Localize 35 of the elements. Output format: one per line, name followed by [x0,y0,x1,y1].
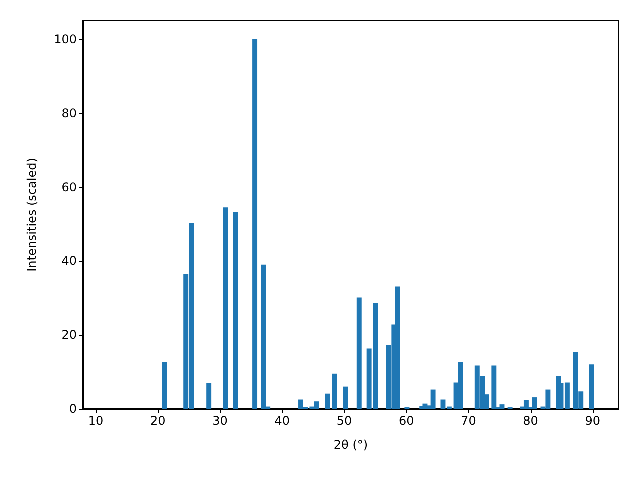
bar [430,390,436,409]
bar [223,208,228,409]
bar [332,374,338,409]
bar [589,364,594,409]
y-tick-label: 20 [62,328,77,342]
x-tick-label: 80 [523,414,538,428]
y-tick-label: 100 [54,32,77,46]
x-tick-label: 40 [274,414,290,428]
x-tick-label: 10 [88,414,104,428]
y-tick-label: 40 [62,254,77,268]
bar [356,298,362,409]
bar [343,386,348,409]
x-tick-label: 90 [585,414,601,428]
y-tick-label: 60 [62,180,77,194]
bar [162,362,168,409]
y-tick-label: 80 [62,106,77,120]
x-tick-label: 60 [398,414,414,428]
bar [500,404,505,409]
bar [458,362,464,409]
bar [492,366,497,409]
bar [206,383,212,409]
bar [325,394,330,409]
bar [261,264,266,409]
bar [524,400,529,409]
bar [422,404,428,409]
x-tick-label: 50 [336,414,352,428]
x-tick-label: 70 [461,414,476,428]
x-axis-title: 2θ (°) [334,438,368,452]
y-tick-label: 0 [69,402,77,416]
bar [252,39,258,409]
y-axis-title: Intensities (scaled) [25,158,39,272]
bar [395,286,400,409]
bar [233,212,238,409]
x-tick-label: 20 [150,414,166,428]
x-tick-label: 30 [212,414,228,428]
